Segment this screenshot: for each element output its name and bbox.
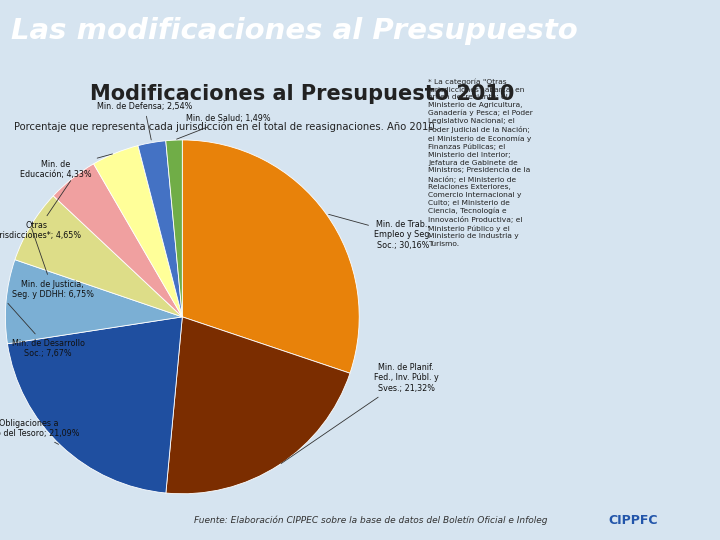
Wedge shape	[6, 260, 182, 344]
Wedge shape	[182, 140, 359, 373]
Wedge shape	[7, 317, 182, 493]
Text: Modificaciones al Presupuesto 2010: Modificaciones al Presupuesto 2010	[90, 84, 515, 104]
Wedge shape	[94, 146, 182, 317]
Text: CIPPFC: CIPPFC	[608, 514, 658, 526]
Text: Min. de Salud; 1,49%: Min. de Salud; 1,49%	[176, 114, 271, 139]
Text: Porcentaje que representa cada jurisdicción en el total de reasignaciones. Año 2: Porcentaje que representa cada jurisdicc…	[14, 122, 438, 132]
Wedge shape	[15, 196, 182, 317]
Wedge shape	[138, 141, 182, 317]
Text: Fuente: Elaboración CIPPEC sobre la base de datos del Boletín Oficial e Infoleg: Fuente: Elaboración CIPPEC sobre la base…	[194, 515, 548, 525]
Text: Las modificaciones al Presupuesto: Las modificaciones al Presupuesto	[11, 17, 577, 45]
Text: * La categoría "Otras
jurisdicciones" abarca, en
orden decreciente: el
Ministeri: * La categoría "Otras jurisdicciones" ab…	[428, 78, 533, 247]
Text: Min. de Desarrollo
Soc.; 7,67%: Min. de Desarrollo Soc.; 7,67%	[8, 303, 85, 358]
Text: Otras
jurisdicciones*; 4,65%: Otras jurisdicciones*; 4,65%	[0, 181, 81, 240]
Text: Obligaciones a
cargo del Tesoro; 21,09%: Obligaciones a cargo del Tesoro; 21,09%	[0, 419, 79, 444]
Text: Min. de Planif.
Fed., Inv. Públ. y
Sves.; 21,32%: Min. de Planif. Fed., Inv. Públ. y Sves.…	[281, 363, 438, 463]
Text: Min. de
Educación; 4,33%: Min. de Educación; 4,33%	[20, 154, 112, 179]
Text: Min. de Trab.,
Empleo y Seg.
Soc.; 30,16%: Min. de Trab., Empleo y Seg. Soc.; 30,16…	[328, 214, 432, 249]
Wedge shape	[166, 140, 182, 317]
Wedge shape	[166, 317, 350, 494]
Text: Min. de Justicia,
Seg. y DDHH: 6,75%: Min. de Justicia, Seg. y DDHH: 6,75%	[12, 228, 94, 299]
Text: Min. de Defensa; 2,54%: Min. de Defensa; 2,54%	[96, 102, 192, 140]
Wedge shape	[53, 164, 182, 317]
